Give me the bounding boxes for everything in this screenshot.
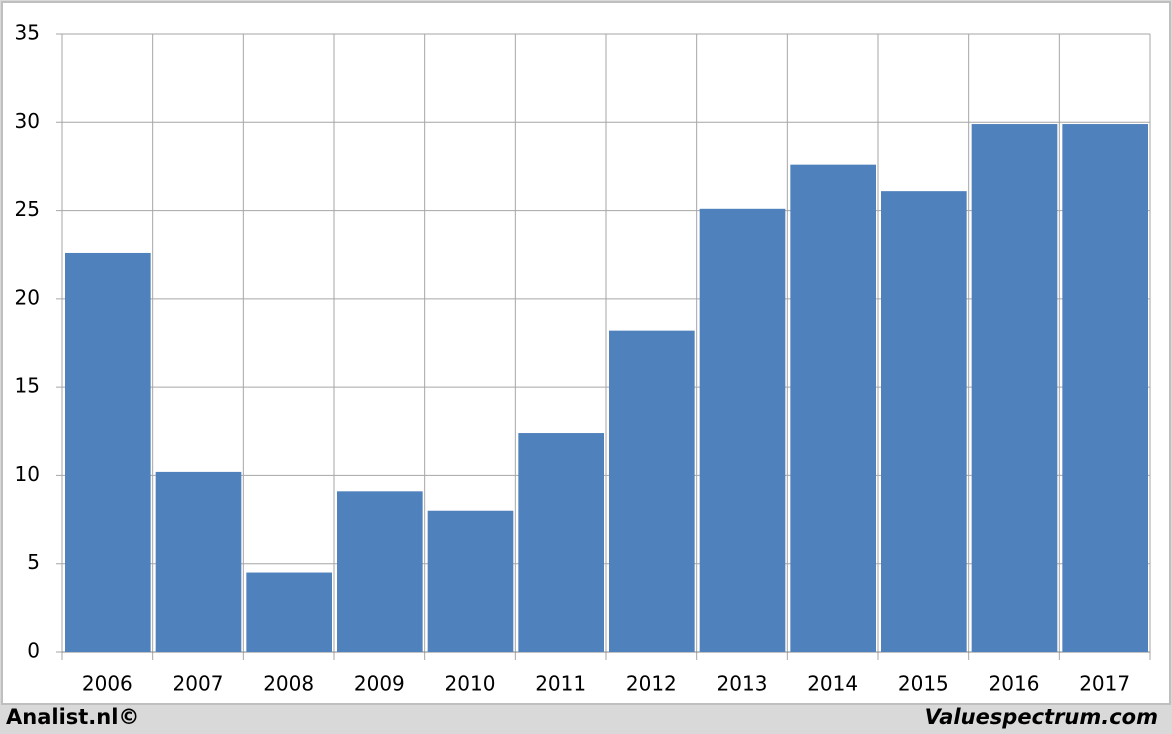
bar <box>790 164 876 653</box>
bar <box>881 191 967 653</box>
footer-right: Valuespectrum.com <box>925 705 1158 729</box>
bar <box>65 252 151 652</box>
y-tick-label: 0 <box>27 639 40 663</box>
bar <box>699 208 786 652</box>
y-tick-label: 20 <box>15 285 40 309</box>
bar <box>337 491 423 652</box>
x-tick-label: 2013 <box>717 672 768 696</box>
x-tick-label: 2010 <box>445 672 496 696</box>
y-tick-label: 15 <box>15 374 40 398</box>
x-tick-label: 2009 <box>354 672 405 696</box>
x-tick-label: 2011 <box>535 672 586 696</box>
x-tick-label: 2007 <box>173 672 224 696</box>
y-tick-label: 5 <box>27 550 40 574</box>
x-tick-label: 2006 <box>82 672 133 696</box>
bar <box>971 124 1058 652</box>
y-tick-label: 25 <box>15 197 40 221</box>
y-tick-label: 35 <box>15 21 40 45</box>
x-tick-label: 2012 <box>626 672 677 696</box>
x-tick-label: 2014 <box>807 672 858 696</box>
x-tick-label: 2008 <box>263 672 314 696</box>
x-tick-label: 2016 <box>989 672 1040 696</box>
x-tick-label: 2017 <box>1079 672 1130 696</box>
footer-left: Analist.nl© <box>6 705 139 729</box>
bar <box>609 330 695 652</box>
bar <box>1062 124 1148 652</box>
bar <box>427 510 514 652</box>
x-tick-label: 2015 <box>898 672 949 696</box>
y-tick-label: 30 <box>15 109 40 133</box>
bar <box>155 471 242 652</box>
bar <box>518 433 604 652</box>
bar <box>246 572 332 652</box>
y-tick-label: 10 <box>15 462 40 486</box>
